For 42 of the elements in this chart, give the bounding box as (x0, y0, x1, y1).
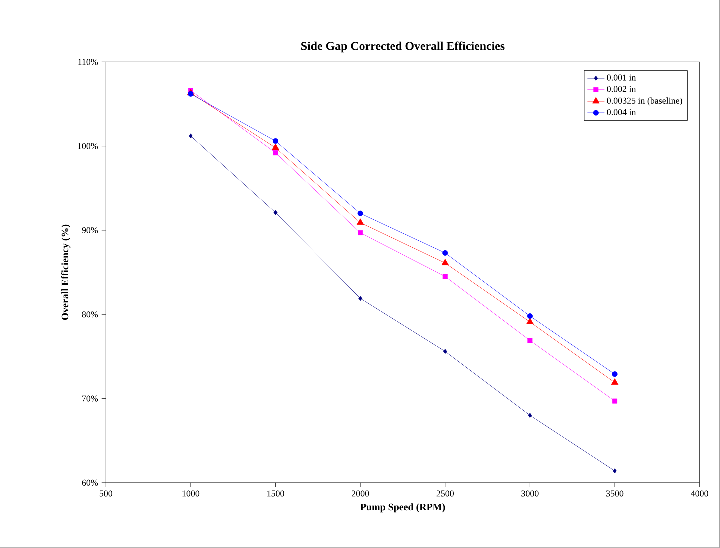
point (358, 230, 364, 236)
point (442, 250, 448, 256)
legend-label: 0.002 in (607, 86, 636, 92)
x-tick-label: 1000 (182, 490, 200, 497)
point (528, 413, 532, 418)
y-tick-label: 100% (78, 143, 98, 150)
legend-label: 0.00325 in (baseline) (607, 98, 682, 106)
point (358, 210, 364, 216)
point (612, 398, 618, 404)
point (443, 349, 448, 354)
point (356, 218, 364, 226)
chart-title: Side Gap Corrected Overall Efficiencies (302, 42, 505, 53)
point (611, 378, 619, 385)
point (273, 150, 278, 156)
y-tick-label: 80% (82, 312, 98, 318)
y-tick-label: 90% (82, 227, 98, 234)
point (272, 144, 280, 150)
point (189, 134, 193, 139)
x-tick-label: 3500 (606, 490, 624, 497)
y-tick-label: 70% (82, 396, 98, 402)
point (527, 313, 533, 320)
y-tick-label: 110% (78, 59, 98, 66)
y-tick-label: 60% (82, 480, 98, 486)
x-tick-label: 4000 (691, 490, 708, 497)
x-tick-label: 3000 (522, 490, 539, 497)
x-axis-title: Pump Speed (RPM) (360, 504, 446, 513)
point (272, 138, 279, 144)
x-tick-label: 2500 (436, 490, 454, 497)
x-tick-label: 500 (100, 490, 113, 497)
point (442, 259, 450, 266)
point (274, 210, 278, 216)
point (526, 318, 534, 324)
legend-label: 0.001 in (607, 74, 636, 81)
point (613, 468, 617, 474)
legend-label: 0.004 in (607, 109, 636, 116)
point (358, 296, 362, 302)
point (612, 372, 618, 378)
point (442, 274, 448, 280)
x-tick-label: 1500 (268, 490, 284, 497)
x-tick-label: 2000 (352, 490, 370, 497)
point (528, 338, 533, 344)
y-axis-title: Overall Efficiency (%) (61, 224, 71, 320)
